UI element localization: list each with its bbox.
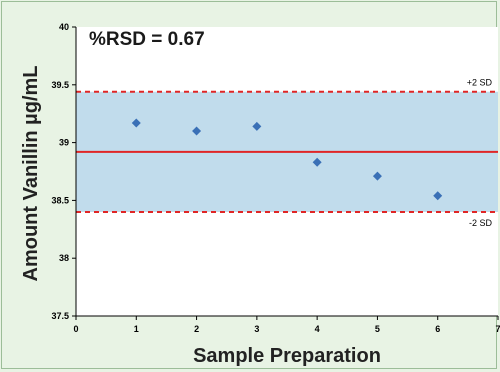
upper-limit-label: +2 SD [467,78,493,88]
data-point [131,118,141,128]
x-tick-label: 5 [375,324,380,334]
y-tick-label: 40 [59,22,69,32]
x-tick-label: 2 [194,324,199,334]
data-point [192,126,202,136]
x-axis-ticks: 0 1 2 3 4 5 6 7 [73,316,500,334]
y-tick-label: 38 [59,253,69,263]
lower-limit-label: -2 SD [469,218,493,228]
data-points [131,118,443,201]
y-axis-ticks: 37.5 38 38.5 39 39.5 40 [51,22,76,321]
y-tick-label: 38.5 [51,195,69,205]
x-tick-label: 0 [73,324,78,334]
x-axis-title: Sample Preparation [193,345,381,367]
data-point [372,171,382,181]
data-point [252,121,262,131]
rsd-annotation: %RSD = 0.67 [89,29,205,50]
x-tick-label: 3 [254,324,259,334]
x-tick-label: 4 [315,324,320,334]
y-tick-label: 37.5 [51,311,69,321]
y-tick-label: 39.5 [51,80,69,90]
x-tick-label: 1 [134,324,139,334]
y-tick-label: 39 [59,138,69,148]
data-point [433,191,443,201]
data-point [312,157,322,167]
x-tick-label: 7 [495,324,500,334]
y-axis-title: Amount Vanillin µg/mL [20,66,42,282]
x-tick-label: 6 [435,324,440,334]
